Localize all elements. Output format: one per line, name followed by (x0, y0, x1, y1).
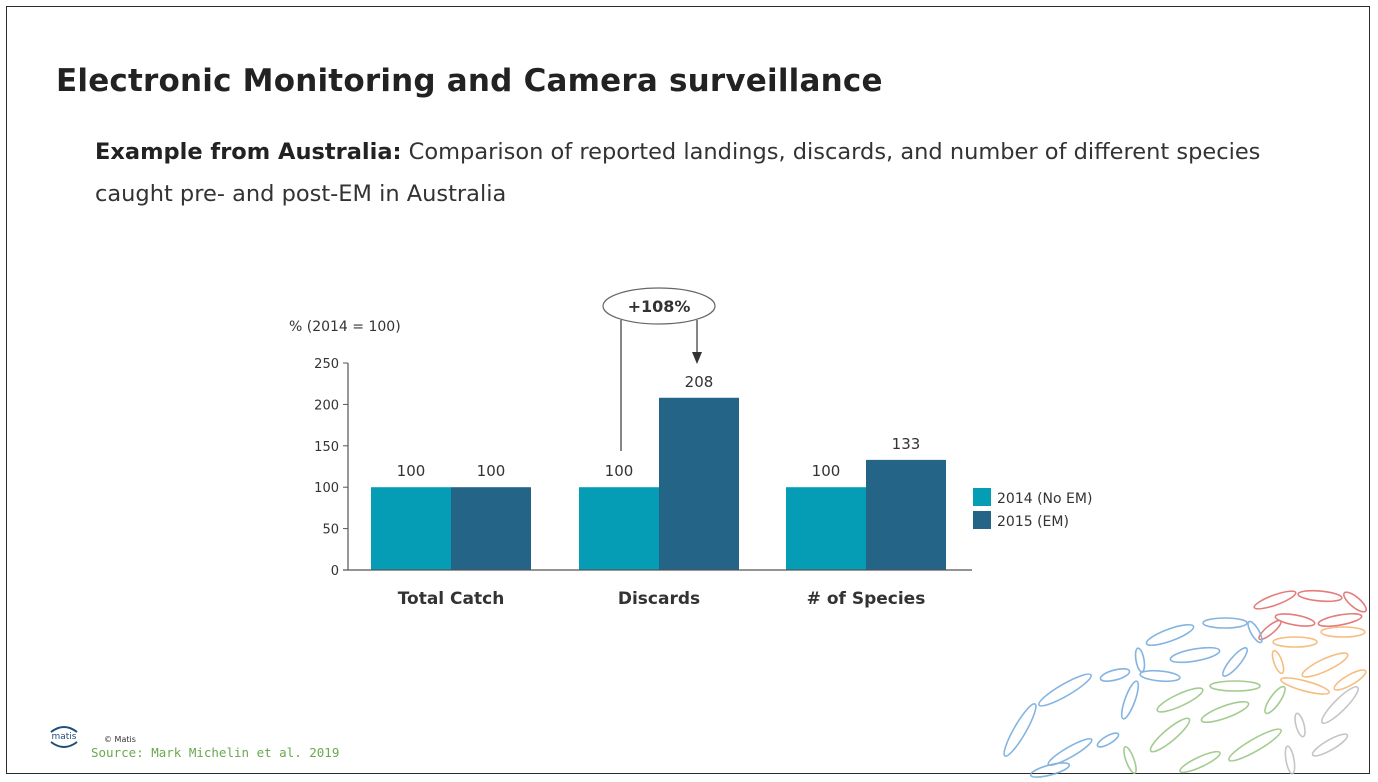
y-tick-label: 250 (314, 357, 339, 372)
bar-value-label: 208 (685, 373, 714, 391)
y-tick-label: 50 (322, 523, 339, 538)
bar (371, 487, 451, 570)
bar (786, 487, 866, 570)
bar-value-label: 133 (892, 435, 921, 453)
x-category-label: # of Species (807, 589, 926, 609)
bar-value-label: 100 (397, 462, 426, 480)
bar-value-label: 100 (477, 462, 506, 480)
bar (659, 397, 739, 570)
y-axis-label: % (2014 = 100) (289, 319, 401, 335)
matis-logo: matis (50, 726, 78, 748)
bar-value-label: 100 (605, 462, 634, 480)
y-tick-label: 150 (314, 440, 339, 455)
legend-label: 2015 (EM) (997, 514, 1069, 530)
slide: Electronic Monitoring and Camera surveil… (6, 6, 1370, 774)
y-tick-label: 200 (314, 398, 339, 413)
x-category-label: Total Catch (398, 589, 505, 609)
annotation-ellipse (602, 287, 716, 325)
bar-value-label: 100 (812, 462, 841, 480)
legend-swatch (973, 511, 991, 529)
bar (866, 459, 946, 570)
bar (451, 487, 531, 570)
annotation-arrow-head (692, 352, 702, 364)
legend-swatch (973, 488, 991, 506)
y-tick-label: 0 (331, 564, 339, 579)
subtitle-text: Comparison of reported landings, discard… (95, 139, 1261, 207)
legend-label: 2014 (No EM) (997, 491, 1092, 507)
slide-title: Electronic Monitoring and Camera surveil… (56, 63, 883, 99)
annotation-text: +108% (628, 297, 691, 316)
y-tick-label: 100 (314, 481, 339, 496)
slide-subtitle: Example from Australia: Comparison of re… (95, 131, 1325, 215)
source-citation: Source: Mark Michelin et al. 2019 (91, 745, 340, 760)
subtitle-bold: Example from Australia: (95, 139, 402, 165)
copyright: © Matis (104, 735, 136, 744)
x-category-label: Discards (618, 589, 700, 609)
bar (579, 487, 659, 570)
logo-text: matis (51, 732, 76, 742)
